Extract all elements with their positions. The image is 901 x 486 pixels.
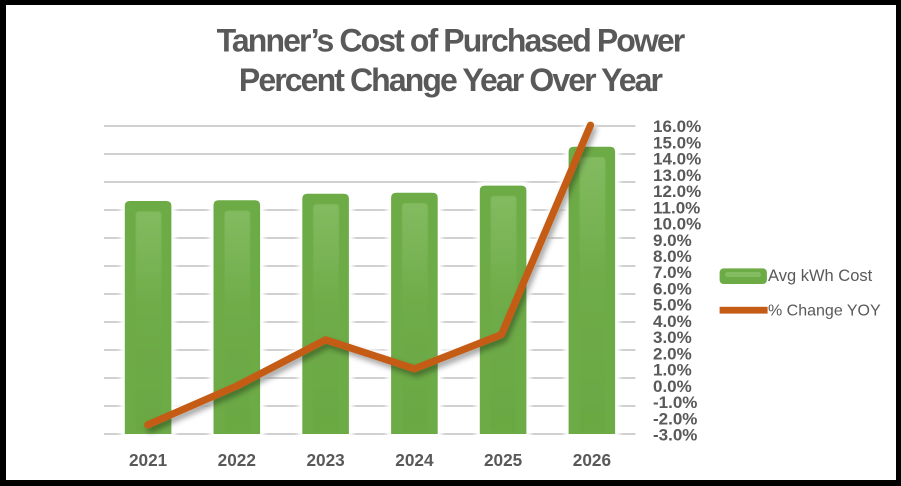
svg-text:14.0%: 14.0% — [653, 150, 701, 169]
svg-text:2026: 2026 — [573, 450, 611, 470]
svg-text:3.0%: 3.0% — [653, 328, 692, 347]
svg-text:8.0%: 8.0% — [653, 247, 692, 266]
svg-text:Percent Change Year Over Year: Percent Change Year Over Year — [239, 62, 663, 98]
svg-text:11.0%: 11.0% — [653, 198, 700, 217]
svg-text:6.0%: 6.0% — [653, 280, 692, 299]
svg-text:0.0%: 0.0% — [653, 377, 692, 396]
svg-text:2023: 2023 — [306, 450, 344, 470]
svg-text:Avg kWh Cost: Avg kWh Cost — [768, 267, 873, 285]
svg-text:16.0%: 16.0% — [653, 117, 701, 136]
svg-text:10.0%: 10.0% — [653, 215, 701, 234]
svg-text:-3.0%: -3.0% — [653, 426, 697, 445]
svg-text:2025: 2025 — [484, 450, 523, 470]
svg-text:2022: 2022 — [218, 450, 256, 470]
svg-text:15.0%: 15.0% — [653, 133, 701, 152]
svg-text:13.0%: 13.0% — [653, 166, 701, 185]
svg-text:9.0%: 9.0% — [653, 231, 692, 250]
svg-text:% Change YOY: % Change YOY — [768, 303, 881, 320]
svg-text:2.0%: 2.0% — [653, 344, 692, 363]
svg-text:2024: 2024 — [395, 450, 434, 470]
svg-text:-2.0%: -2.0% — [653, 409, 697, 428]
svg-text:7.0%: 7.0% — [653, 263, 692, 282]
svg-text:4.0%: 4.0% — [653, 312, 692, 331]
svg-text:5.0%: 5.0% — [653, 296, 692, 315]
svg-text:Tanner’s Cost of Purchased Pow: Tanner’s Cost of Purchased Power — [217, 23, 685, 59]
svg-text:2021: 2021 — [129, 450, 168, 470]
svg-text:12.0%: 12.0% — [653, 182, 701, 201]
svg-text:-1.0%: -1.0% — [653, 393, 697, 412]
svg-text:1.0%: 1.0% — [653, 361, 692, 380]
